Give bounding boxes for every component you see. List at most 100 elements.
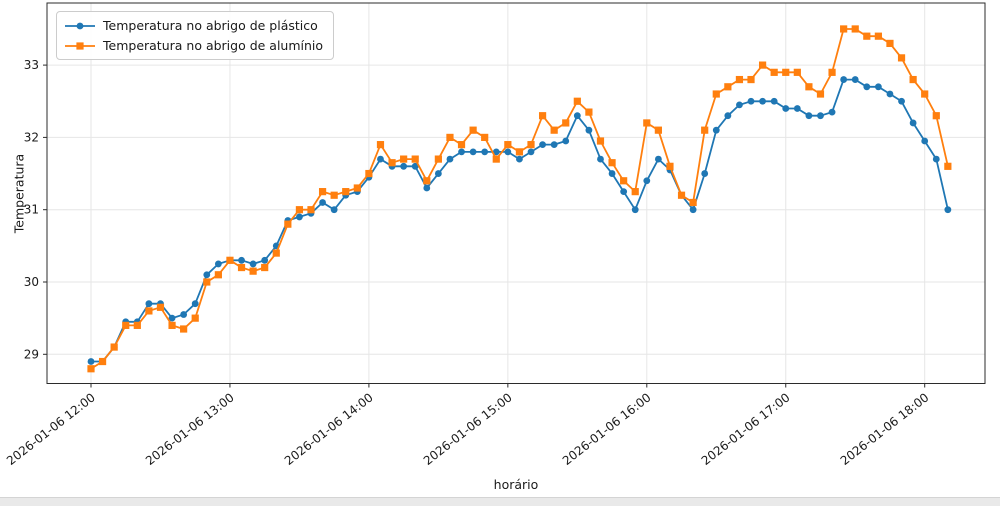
data-point xyxy=(539,141,546,149)
data-point xyxy=(886,39,894,48)
series-markers-plastico xyxy=(87,76,952,365)
data-point xyxy=(411,155,419,163)
data-point xyxy=(180,311,188,318)
data-point xyxy=(446,155,454,163)
data-point xyxy=(654,155,662,163)
data-point xyxy=(608,159,616,167)
data-point xyxy=(585,108,593,116)
data-point xyxy=(550,126,558,134)
plot-border xyxy=(46,2,986,384)
data-point xyxy=(770,68,778,76)
data-point xyxy=(330,191,338,199)
data-point xyxy=(168,314,176,322)
data-point xyxy=(423,177,431,185)
y-tick-label: 33 xyxy=(24,58,39,72)
data-point xyxy=(307,206,315,214)
x-tick-label: 2026-01-06 17:00 xyxy=(699,390,793,468)
data-point xyxy=(677,191,686,199)
data-point xyxy=(237,263,246,272)
data-point xyxy=(87,358,95,365)
data-point xyxy=(816,90,825,98)
data-point xyxy=(446,133,454,141)
data-point xyxy=(504,148,512,156)
data-point xyxy=(214,271,222,279)
data-point xyxy=(863,83,871,91)
data-point xyxy=(654,126,662,134)
x-tick-label: 2026-01-06 18:00 xyxy=(838,390,932,468)
legend: Temperatura no abrigo de plástico Temper… xyxy=(56,11,335,60)
legend-label-plastico: Temperatura no abrigo de plástico xyxy=(103,18,318,33)
data-point xyxy=(481,148,489,156)
data-point xyxy=(712,90,720,98)
y-tick-label: 30 xyxy=(24,275,39,289)
data-point xyxy=(909,75,917,84)
data-point xyxy=(643,119,651,127)
data-point xyxy=(295,206,304,214)
data-point xyxy=(400,162,408,170)
data-point xyxy=(191,314,199,322)
data-point xyxy=(932,112,940,120)
data-point xyxy=(898,97,905,105)
data-point xyxy=(469,126,477,134)
data-point xyxy=(353,184,361,192)
data-point xyxy=(793,68,801,76)
data-point xyxy=(110,343,118,351)
data-point xyxy=(747,97,755,105)
data-point xyxy=(504,141,512,149)
data-point xyxy=(226,256,234,264)
data-point xyxy=(249,267,257,275)
data-point xyxy=(782,68,790,76)
data-point xyxy=(400,155,408,163)
x-axis-label: horário xyxy=(493,477,539,492)
data-point xyxy=(492,148,500,156)
data-point xyxy=(261,256,269,264)
data-point xyxy=(457,141,466,149)
data-point xyxy=(735,75,744,84)
data-point xyxy=(458,148,465,156)
data-point xyxy=(573,112,581,120)
data-point xyxy=(712,126,720,134)
data-point xyxy=(851,76,859,83)
data-point xyxy=(793,105,801,112)
data-point xyxy=(874,83,882,91)
data-point xyxy=(284,220,292,228)
data-point xyxy=(817,112,824,120)
data-point xyxy=(770,97,778,105)
data-point xyxy=(631,188,639,196)
data-point xyxy=(805,83,813,91)
data-point xyxy=(492,155,500,163)
data-point xyxy=(897,54,906,62)
data-point xyxy=(122,321,130,329)
data-point xyxy=(724,112,732,120)
data-point xyxy=(736,101,743,109)
data-point xyxy=(423,184,431,192)
data-point xyxy=(180,325,188,333)
data-point xyxy=(585,126,593,134)
legend-item-plastico: Temperatura no abrigo de plástico xyxy=(64,16,323,35)
data-point xyxy=(701,126,709,134)
data-point xyxy=(666,162,674,170)
legend-item-aluminio: Temperatura no abrigo de alumínio xyxy=(64,36,323,55)
data-point xyxy=(434,155,442,163)
data-point xyxy=(261,263,269,272)
data-point xyxy=(133,321,141,329)
data-point xyxy=(851,25,859,33)
bottom-window-strip xyxy=(0,497,1000,506)
x-tick-label: 2026-01-06 13:00 xyxy=(143,390,237,468)
data-point xyxy=(318,188,327,196)
data-point xyxy=(388,159,396,167)
series-line-aluminio xyxy=(90,28,949,370)
data-point xyxy=(573,97,581,105)
x-tick-label: 2026-01-06 16:00 xyxy=(560,390,654,468)
y-axis-label: Temperatura xyxy=(11,153,27,234)
data-point xyxy=(909,119,917,127)
orange-line-square-marker-icon xyxy=(65,41,95,50)
data-point xyxy=(527,148,535,156)
data-point xyxy=(620,177,628,185)
data-point xyxy=(296,213,303,221)
data-point xyxy=(701,170,709,177)
data-point xyxy=(921,90,929,98)
data-point xyxy=(156,303,165,311)
data-point xyxy=(249,260,257,268)
